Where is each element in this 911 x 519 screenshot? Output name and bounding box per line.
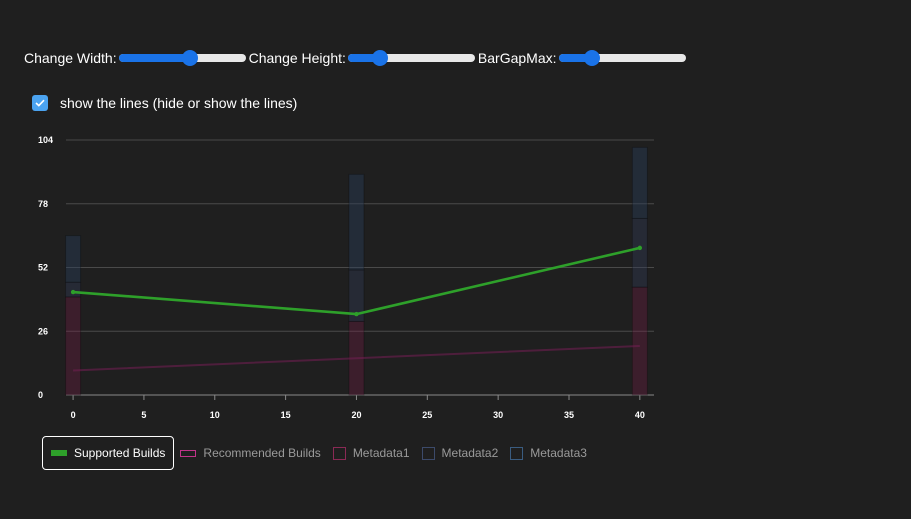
y-tick-label: 52	[38, 263, 48, 273]
series-point-supported-builds	[70, 289, 76, 295]
bar-metadata1	[65, 296, 82, 396]
y-tick-label: 0	[38, 390, 43, 400]
legend-swatch	[421, 446, 435, 460]
legend-label: Metadata2	[441, 446, 499, 460]
x-tick-label: 20	[351, 410, 361, 420]
legend-label: Recommended Builds	[203, 446, 321, 460]
change-width-label: Change Width:	[24, 50, 117, 66]
x-tick-label: 10	[210, 410, 220, 420]
bar-metadata2	[631, 217, 648, 288]
bar-metadata1	[631, 286, 648, 396]
show-lines-label: show the lines (hide or show the lines)	[60, 95, 298, 111]
legend-recommended-builds[interactable]: Recommended Builds	[174, 437, 326, 469]
y-tick-label: 104	[38, 135, 53, 145]
change-height-slider[interactable]	[347, 48, 475, 68]
series-point-supported-builds	[354, 311, 359, 317]
controls-bar: Change Width: Change Height: BarGapMax:	[24, 48, 689, 68]
x-tick-label: 30	[493, 410, 503, 420]
legend-swatch	[332, 446, 346, 460]
slider-thumb[interactable]	[181, 50, 198, 66]
legend-supported-builds[interactable]: Supported Builds	[42, 436, 175, 470]
legend-label: Supported Builds	[74, 446, 166, 460]
checkmark-icon	[35, 99, 45, 107]
slider-thumb[interactable]	[372, 50, 389, 66]
bar-metadata2	[65, 281, 82, 298]
chart-plot: 0 26 52 78 104 0 5 10 15 20 25 30 35 40	[38, 135, 654, 420]
slider-fill	[558, 54, 593, 62]
chart-legend: Supported Builds Recommended Builds Metada…	[42, 436, 593, 470]
slider-fill	[347, 54, 381, 62]
legend-label: Metadata1	[352, 446, 410, 460]
show-lines-checkbox[interactable]	[32, 95, 48, 111]
x-tick-label: 40	[635, 410, 645, 420]
slider-track	[347, 54, 475, 62]
bar-metadata3	[348, 173, 365, 271]
show-lines-toggle: show the lines (hide or show the lines)	[32, 95, 297, 111]
bar-metadata3	[631, 146, 648, 219]
y-tick-label: 78	[38, 199, 48, 209]
legend-swatch	[510, 446, 524, 460]
series-point-supported-builds	[637, 245, 643, 251]
bar-metadata3	[65, 235, 82, 283]
slider-fill	[118, 54, 190, 62]
legend-swatch	[180, 449, 197, 457]
x-tick-label: 35	[564, 410, 574, 420]
bar-gap-max-slider[interactable]	[558, 48, 686, 68]
legend-metadata3[interactable]: Metadata3	[504, 437, 593, 469]
x-tick-label: 0	[71, 410, 76, 420]
slider-track	[558, 54, 686, 62]
bar-metadata2	[348, 269, 365, 322]
change-width-slider[interactable]	[118, 48, 246, 68]
slider-thumb[interactable]	[584, 50, 601, 66]
x-tick-label: 5	[141, 410, 146, 420]
legend-metadata2[interactable]: Metadata2	[416, 437, 505, 469]
legend-label: Metadata3	[530, 446, 587, 460]
legend-swatch	[51, 450, 67, 456]
change-height-label: Change Height:	[248, 50, 346, 66]
bar-gap-max-label: BarGapMax:	[477, 50, 557, 66]
x-tick-label: 25	[422, 410, 432, 420]
x-tick-label: 15	[281, 410, 291, 420]
legend-metadata1[interactable]: Metadata1	[327, 437, 416, 469]
y-tick-label: 26	[38, 326, 48, 336]
series-line-recommended-builds	[73, 344, 640, 372]
